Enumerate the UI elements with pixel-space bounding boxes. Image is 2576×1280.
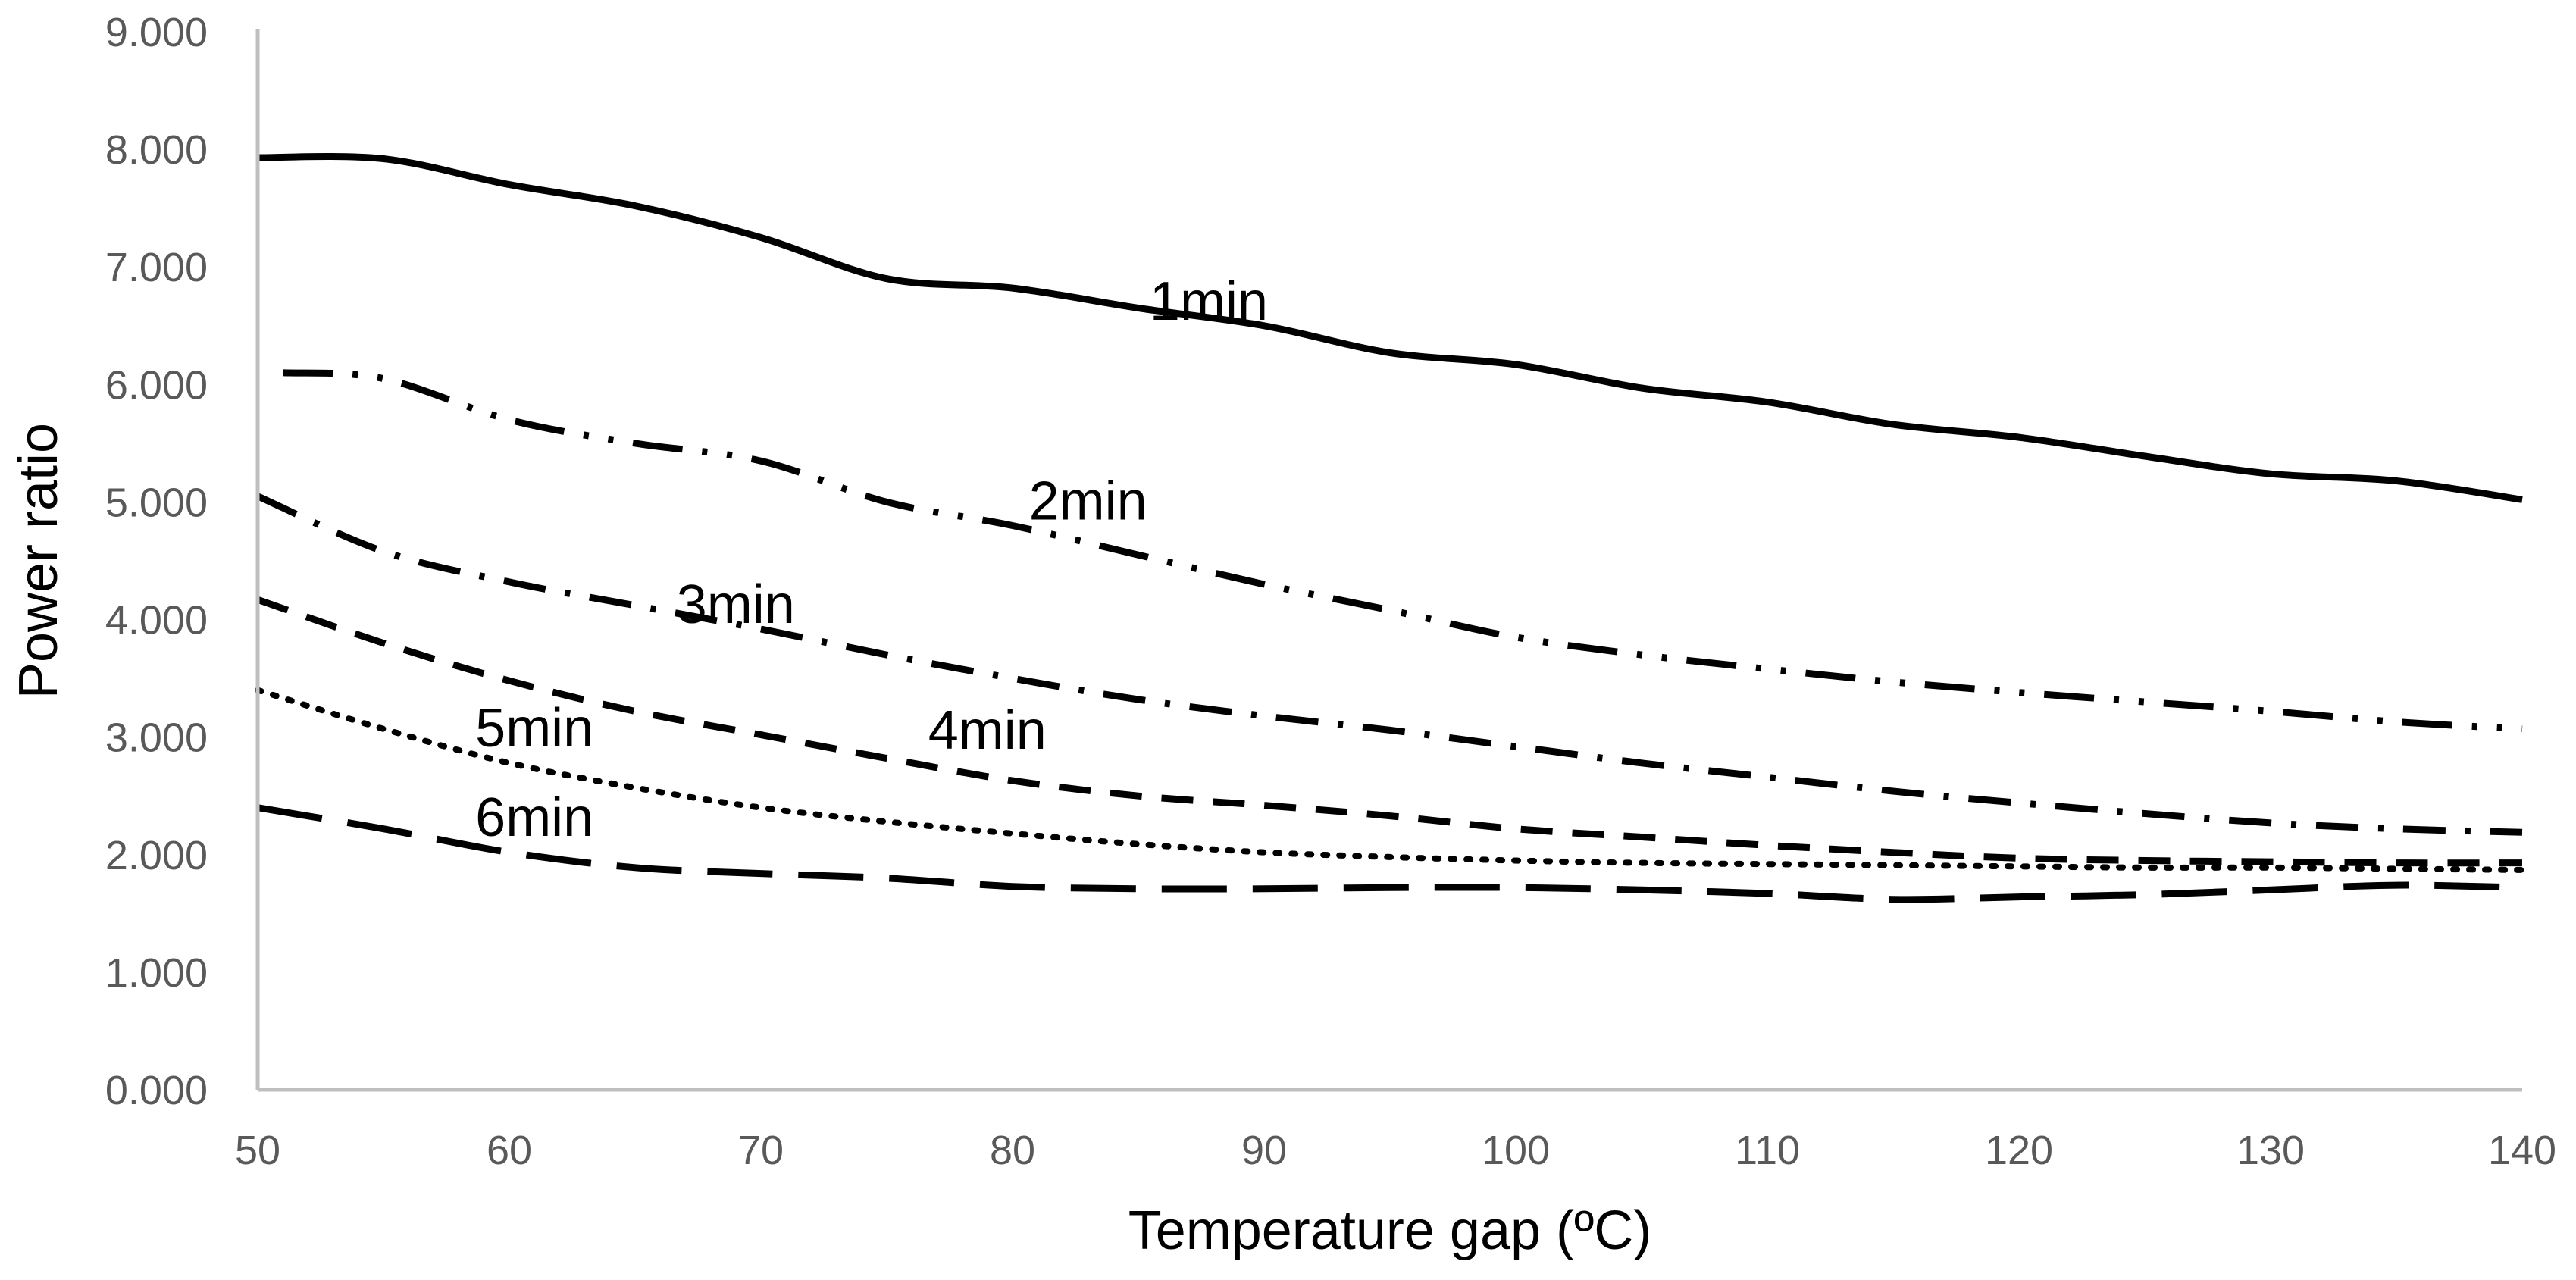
series-label-3min: 3min <box>677 574 795 635</box>
y-tick-label: 8.000 <box>105 127 208 173</box>
y-tick-label: 1.000 <box>105 950 208 996</box>
series-label-6min: 6min <box>475 787 593 848</box>
x-tick-label: 50 <box>235 1128 280 1173</box>
x-tick-label: 100 <box>1482 1128 1550 1173</box>
x-tick-label: 60 <box>487 1128 532 1173</box>
series-label-1min: 1min <box>1150 271 1268 332</box>
series-label-2min: 2min <box>1029 471 1147 532</box>
y-tick-label: 9.000 <box>105 10 208 55</box>
x-tick-labels: 50 60 70 80 90 100 110 120 130 140 <box>235 1128 2556 1173</box>
series-layer <box>255 152 2525 903</box>
y-tick-label: 6.000 <box>105 362 208 408</box>
series-line-6min <box>257 804 2523 903</box>
y-tick-label: 4.000 <box>105 598 208 643</box>
x-tick-label: 70 <box>738 1128 784 1173</box>
series-labels: 1min 2min 3min 4min 5min 6min <box>475 271 1268 848</box>
y-axis-title: Power ratio <box>8 423 69 699</box>
y-tick-label: 7.000 <box>105 245 208 290</box>
y-tick-label: 5.000 <box>105 480 208 525</box>
y-tick-label: 3.000 <box>105 715 208 761</box>
series-line-5min <box>255 687 2525 873</box>
x-tick-label: 90 <box>1241 1128 1287 1173</box>
y-tick-label: 2.000 <box>105 833 208 878</box>
series-line-2min <box>282 369 2523 733</box>
x-tick-label: 120 <box>1985 1128 2053 1173</box>
series-label-5min: 5min <box>475 698 593 759</box>
x-tick-label: 80 <box>990 1128 1035 1173</box>
series-line-3min <box>256 493 2523 836</box>
x-axis-title: Temperature gap (ºC) <box>1128 1200 1652 1261</box>
series-line-1min <box>257 152 2523 503</box>
series-label-4min: 4min <box>928 700 1047 761</box>
x-tick-label: 140 <box>2488 1128 2556 1173</box>
y-tick-labels: 0.000 1.000 2.000 3.000 4.000 5.000 6.000 7.000… <box>105 10 208 1113</box>
x-tick-label: 110 <box>1735 1128 1800 1173</box>
x-tick-label: 130 <box>2236 1128 2305 1173</box>
y-tick-label: 0.000 <box>105 1068 208 1113</box>
series-line-4min <box>256 596 2523 867</box>
